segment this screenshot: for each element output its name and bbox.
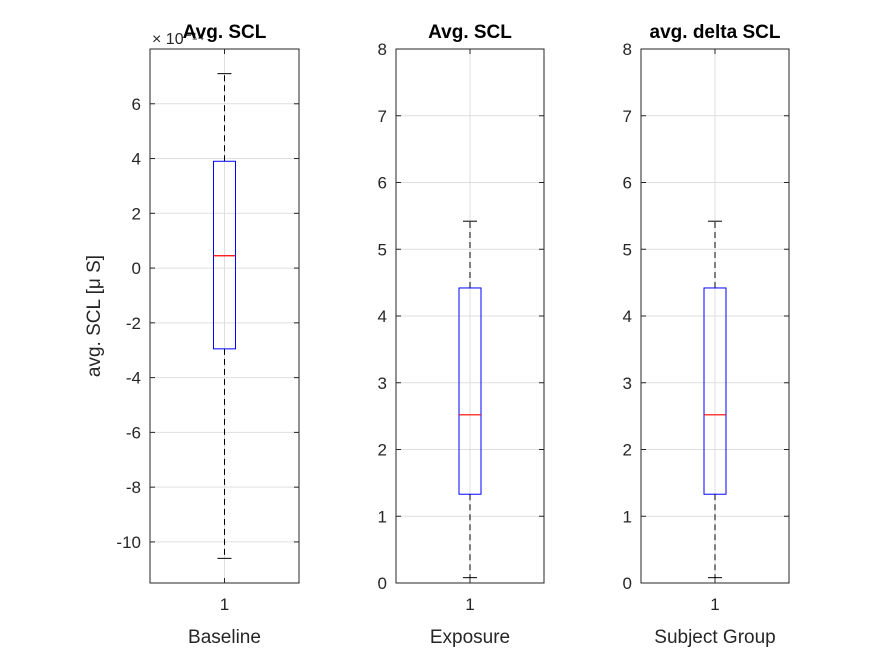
y-tick-label: 2 <box>623 441 632 460</box>
y-exponent-label: × 10⁻¹⁴ <box>152 31 204 48</box>
y-tick-label: 1 <box>623 507 632 526</box>
x-tick-label: 1 <box>220 595 229 614</box>
box-iqr <box>458 287 482 495</box>
y-tick-label: 3 <box>623 374 632 393</box>
y-tick-label: 0 <box>623 574 632 593</box>
y-tick-label: 2 <box>378 441 387 460</box>
x-tick-label: 1 <box>465 595 474 614</box>
y-tick-label: 0 <box>378 574 387 593</box>
y-tick-label: -4 <box>126 369 141 388</box>
y-tick-label: 2 <box>132 204 141 223</box>
x-axis-label-exposure: Exposure <box>430 627 510 648</box>
y-tick-label: 6 <box>623 174 632 193</box>
y-tick-label: 7 <box>623 107 632 126</box>
y-tick-label: 8 <box>623 40 632 59</box>
x-axis-label-subject-group: Subject Group <box>654 627 775 648</box>
chart-title-subject-group: avg. delta SCL <box>650 22 781 43</box>
y-tick-label: -2 <box>126 314 141 333</box>
y-tick-label: 5 <box>378 240 387 259</box>
chart-panel-baseline: -10 -8 -6 -4 -2 0 2 4 6 1 Baseline avg. SCL [μ S] × … <box>84 22 300 648</box>
y-axis-label: avg. SCL [μ S] <box>84 255 105 377</box>
x-tick-label: 1 <box>710 595 719 614</box>
y-tick-label: 8 <box>378 40 387 59</box>
y-tick-label: -6 <box>126 423 141 442</box>
box-iqr <box>703 287 727 495</box>
chart-panel-exposure: 0 1 2 3 4 5 6 7 8 1 Exposure Avg. SCL <box>378 22 545 648</box>
y-tick-label: 5 <box>623 240 632 259</box>
y-tick-label: -10 <box>116 533 141 552</box>
y-tick-label: 7 <box>378 107 387 126</box>
y-tick-label: 6 <box>378 174 387 193</box>
y-tick-label: 0 <box>132 259 141 278</box>
x-axis-label-baseline: Baseline <box>188 627 261 648</box>
chart-title-exposure: Avg. SCL <box>428 22 512 43</box>
chart-title-baseline: Avg. SCL <box>183 22 267 43</box>
y-tick-label: 3 <box>378 374 387 393</box>
chart-panel-subject-group: 0 1 2 3 4 5 6 7 8 1 Subject Group avg. delta SCL <box>623 22 790 648</box>
y-tick-label: 4 <box>378 307 387 326</box>
y-tick-label: 4 <box>623 307 632 326</box>
y-tick-label: 1 <box>378 507 387 526</box>
y-tick-label: 6 <box>132 95 141 114</box>
y-tick-label: -8 <box>126 478 141 497</box>
box-iqr <box>213 160 236 350</box>
y-tick-label: 4 <box>132 150 141 169</box>
